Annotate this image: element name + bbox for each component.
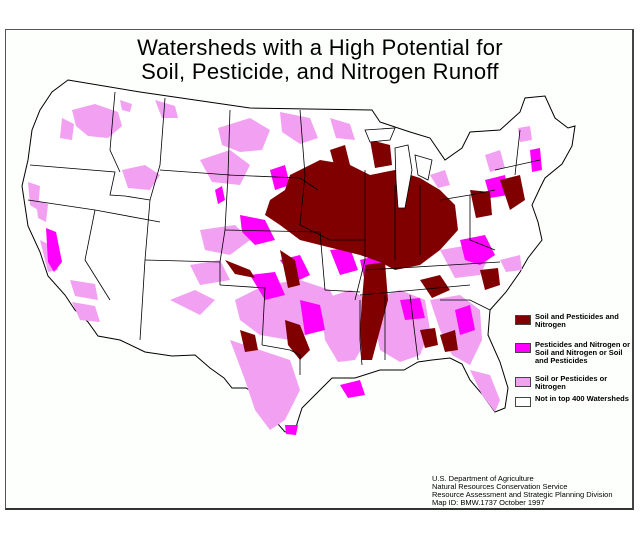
map-title-line-2: Soil, Pesticide, and Nitrogen Runoff [141, 59, 499, 84]
legend-item-not-top: Not in top 400 Watersheds [515, 395, 635, 423]
map-credits: U.S. Department of Agriculture Natural R… [432, 475, 613, 507]
map-title-line-1: Watersheds with a High Potential for [137, 35, 503, 60]
state-boundaries [27, 91, 541, 375]
swatch-magenta [515, 343, 531, 353]
credit-line-1: U.S. Department of Agriculture [432, 474, 534, 483]
all-three-regions [225, 140, 525, 360]
legend-label: Soil or Pesticides or Nitrogen [535, 374, 608, 391]
swatch-white [515, 397, 531, 407]
legend-item-two-of-three: Pesticides and Nitrogen or Soil and Nitr… [515, 341, 635, 375]
great-lakes [364, 127, 433, 209]
legend-item-one-of-three: Soil or Pesticides or Nitrogen [515, 375, 635, 395]
legend-item-all-three: Soil and Pesticides and Nitrogen [515, 313, 635, 341]
legend-label: Pesticides and Nitrogen or Soil and Nitr… [535, 340, 631, 365]
legend-label: Not in top 400 Watersheds [535, 394, 629, 403]
legend-label: Soil and Pesticides and Nitrogen [535, 312, 619, 329]
credit-line-3: Resource Assessment and Strategic Planni… [432, 490, 613, 499]
credit-line-4: Map ID: BMW.1737 October 1997 [432, 498, 545, 507]
map-legend: Soil and Pesticides and Nitrogen Pestici… [515, 313, 635, 423]
credit-line-2: Natural Resources Conservation Service [432, 482, 568, 491]
swatch-light-pink [515, 377, 531, 387]
swatch-maroon [515, 315, 531, 325]
